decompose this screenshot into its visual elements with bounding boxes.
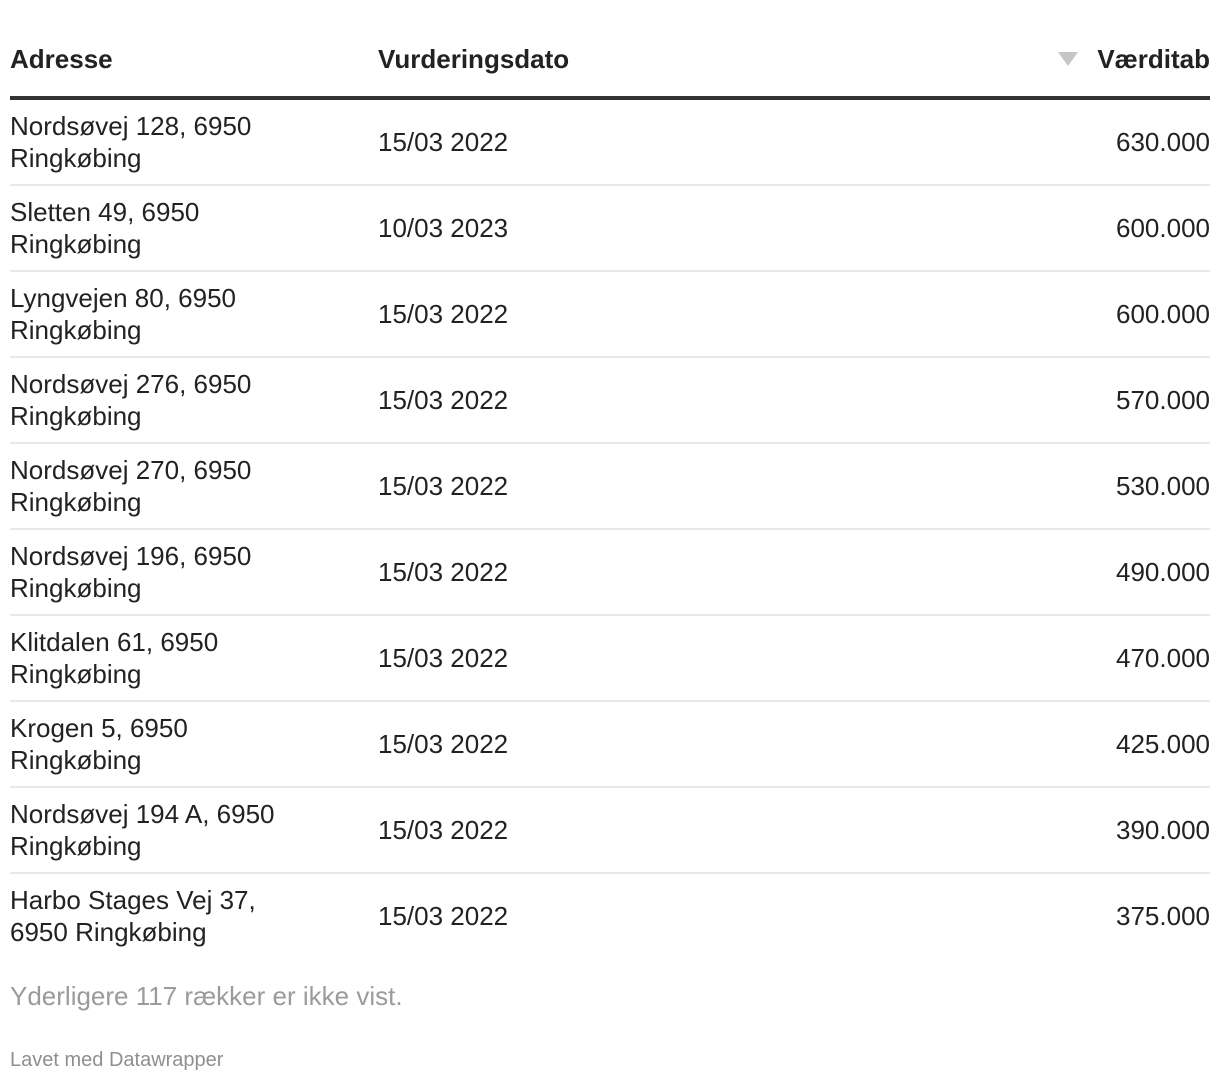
date-cell: 15/03 2022: [378, 615, 858, 702]
column-label-vaerditab: Værditab: [1097, 44, 1210, 74]
date-cell: 15/03 2022: [378, 271, 858, 358]
date-cell: 15/03 2022: [378, 443, 858, 530]
date-cell: 10/03 2023: [378, 185, 858, 272]
datawrapper-attribution[interactable]: Lavet med Datawrapper: [10, 1049, 224, 1071]
table-row: Krogen 5, 6950 Ringkøbing 15/03 2022 425.0…: [10, 701, 1210, 788]
table-row: Nordsøvej 194 A, 6950 Ringkøbing 15/03 20…: [10, 787, 1210, 874]
address-cell: Klitdalen 61, 6950 Ringkøbing: [10, 615, 378, 702]
table-row: Lyngvejen 80, 6950 Ringkøbing 15/03 2022 6…: [10, 271, 1210, 358]
table-row: Nordsøvej 128, 6950 Ringkøbing 15/03 2022…: [10, 98, 1210, 186]
vaerditab-table: Adresse Vurderingsdato Værditab Nordsøve…: [10, 0, 1210, 958]
truncation-note: Yderligere 117 rækker er ikke vist.: [10, 981, 403, 1011]
address-cell: Nordsøvej 270, 6950 Ringkøbing: [10, 443, 378, 530]
column-header-vurderingsdato[interactable]: Vurderingsdato: [378, 0, 858, 100]
address-cell: Lyngvejen 80, 6950 Ringkøbing: [10, 271, 378, 358]
value-cell: 470.000: [858, 615, 1210, 702]
table-row: Sletten 49, 6950 Ringkøbing 10/03 2023 600…: [10, 185, 1210, 272]
value-cell: 530.000: [858, 443, 1210, 530]
value-cell: 600.000: [858, 185, 1210, 272]
value-cell: 600.000: [858, 271, 1210, 358]
address-cell: Krogen 5, 6950 Ringkøbing: [10, 701, 378, 788]
value-cell: 570.000: [858, 357, 1210, 444]
column-label-vurderingsdato: Vurderingsdato: [378, 44, 570, 74]
date-cell: 15/03 2022: [378, 529, 858, 616]
date-cell: 15/03 2022: [378, 901, 509, 931]
column-label-adresse: Adresse: [10, 44, 113, 74]
column-header-vaerditab[interactable]: Værditab: [858, 0, 1210, 100]
value-cell: 630.000: [858, 98, 1210, 186]
table-body: Nordsøvej 128, 6950 Ringkøbing 15/03 2022…: [10, 98, 1210, 958]
address-cell: Sletten 49, 6950 Ringkøbing: [10, 185, 378, 272]
value-cell: 390.000: [858, 787, 1210, 874]
table-row: Harbo Stages Vej 37, 6950 Ringkøbing 15/0…: [10, 873, 1210, 958]
date-cell: 15/03 2022: [378, 357, 858, 444]
date-cell: 15/03 2022: [378, 98, 858, 186]
address-cell: Nordsøvej 194 A, 6950 Ringkøbing: [10, 787, 378, 874]
table-row: Nordsøvej 276, 6950 Ringkøbing 15/03 2022…: [10, 357, 1210, 444]
address-cell: Nordsøvej 276, 6950 Ringkøbing: [10, 357, 378, 444]
address-cell: Nordsøvej 196, 6950 Ringkøbing: [10, 529, 378, 616]
address-cell: Nordsøvej 128, 6950 Ringkøbing: [10, 98, 378, 186]
header-row: Adresse Vurderingsdato Værditab: [10, 0, 1210, 100]
address-cell: Harbo Stages Vej 37, 6950 Ringkøbing: [10, 885, 256, 947]
table-row: Nordsøvej 270, 6950 Ringkøbing 15/03 2022…: [10, 443, 1210, 530]
table-header: Adresse Vurderingsdato Værditab: [10, 0, 1210, 100]
date-cell: 15/03 2022: [378, 787, 858, 874]
value-cell: 375.000: [1116, 901, 1210, 931]
date-cell: 15/03 2022: [378, 701, 858, 788]
table-row: Nordsøvej 196, 6950 Ringkøbing 15/03 2022…: [10, 529, 1210, 616]
column-header-adresse[interactable]: Adresse: [10, 0, 378, 100]
value-cell: 490.000: [858, 529, 1210, 616]
value-cell: 425.000: [858, 701, 1210, 788]
sort-desc-icon: [1058, 52, 1079, 67]
table-row: Klitdalen 61, 6950 Ringkøbing 15/03 2022 4…: [10, 615, 1210, 702]
